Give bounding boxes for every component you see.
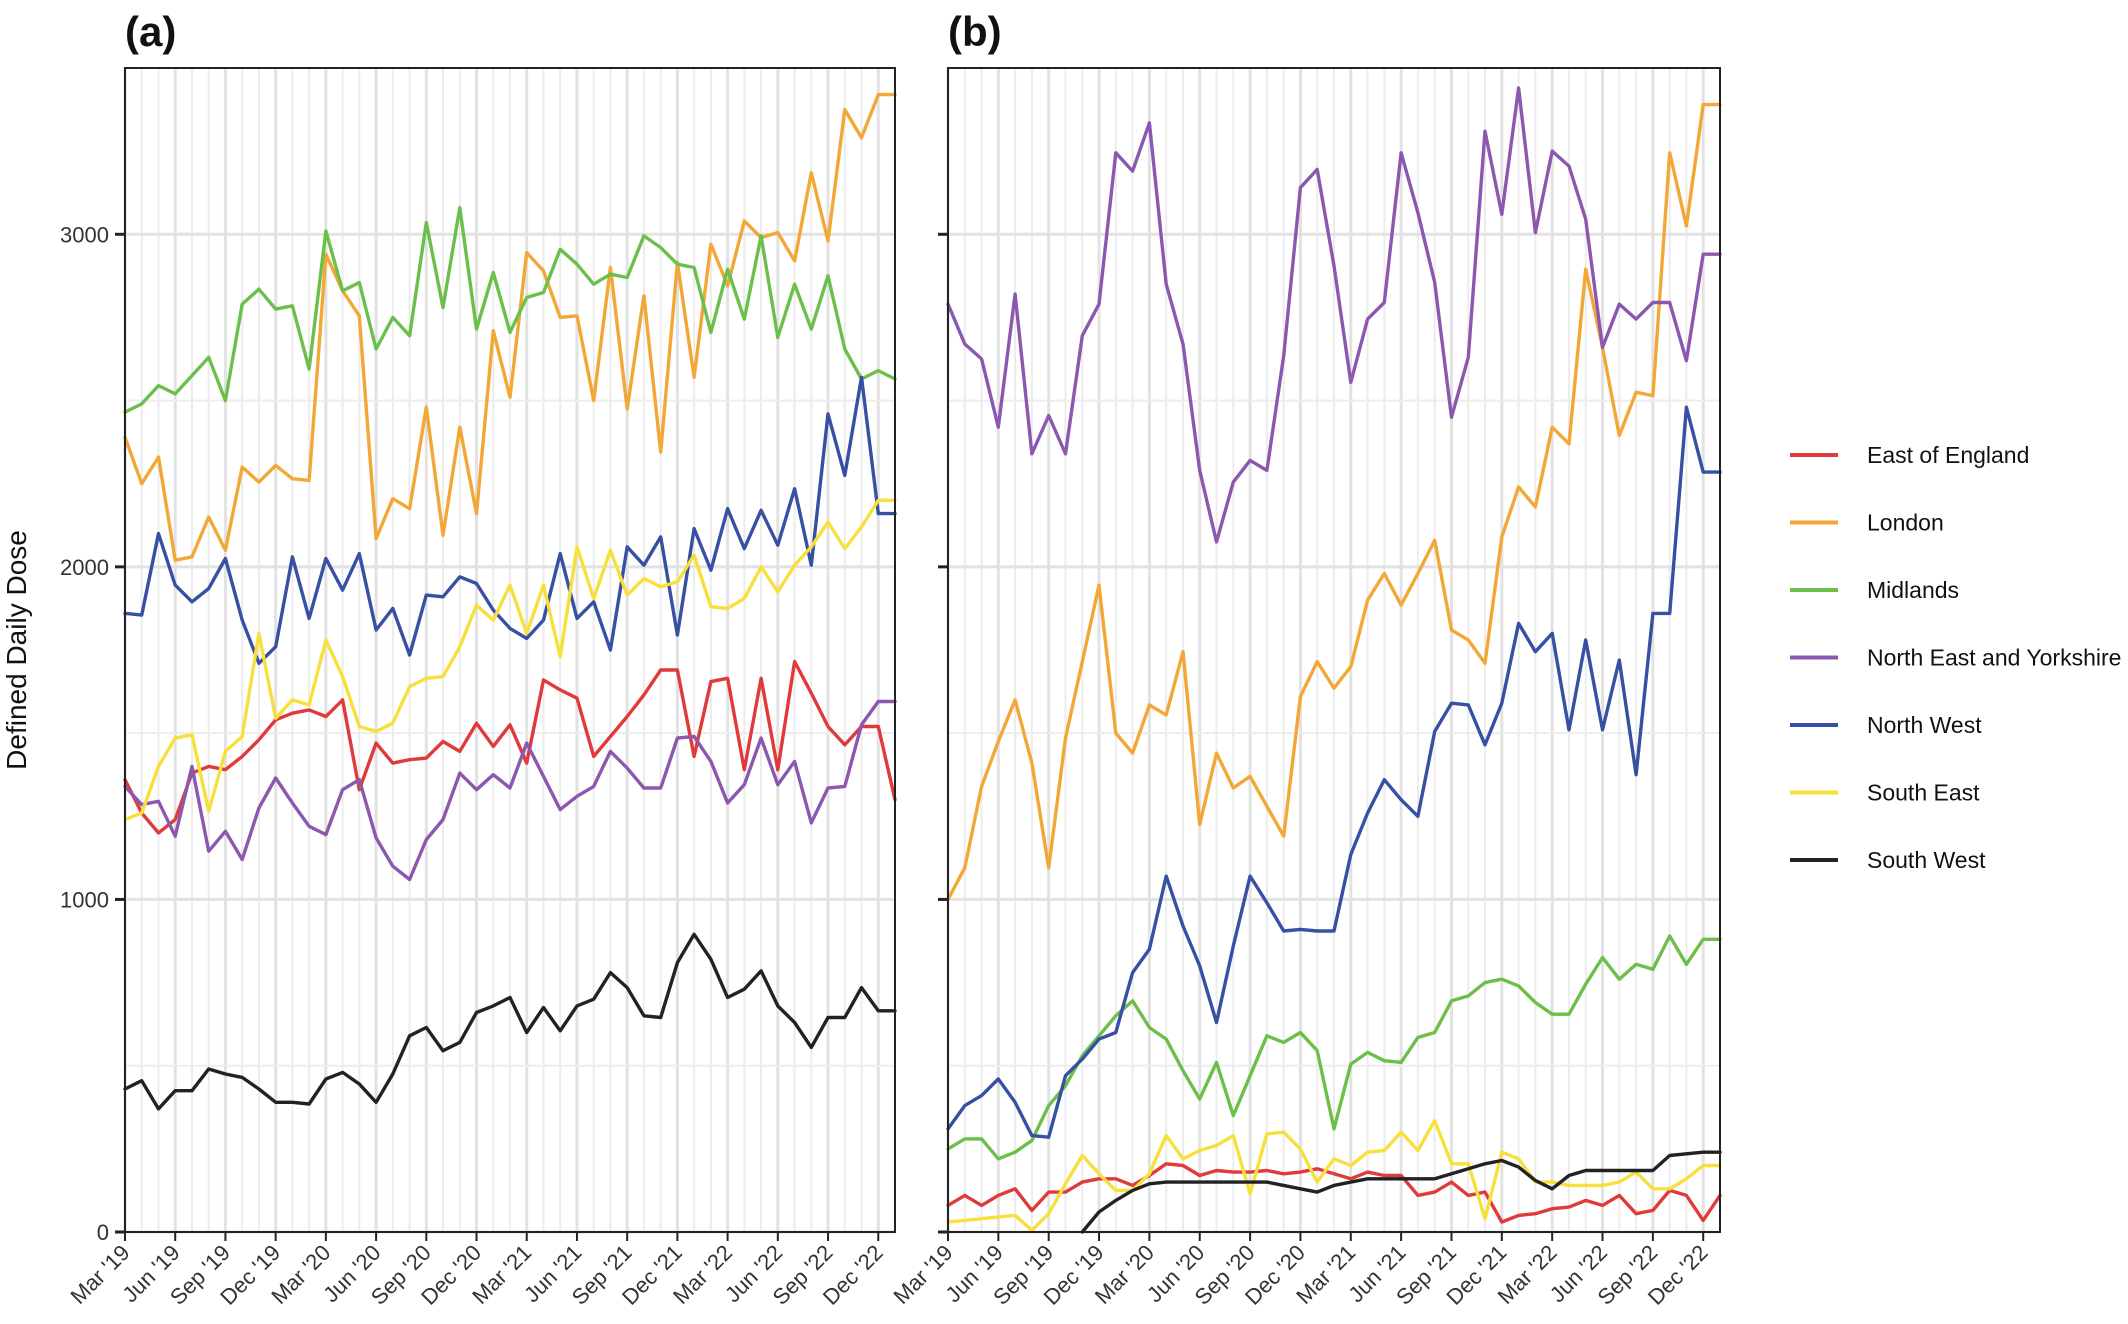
- panel-a-series-south-west: [123, 932, 897, 1111]
- panel-a-y-tick-label: 1000: [60, 887, 109, 912]
- panel-a-y-tick-label: 2000: [60, 555, 109, 580]
- panel-a-series-south-east: [123, 498, 897, 822]
- legend-label-north-east-and-yorkshire: North East and Yorkshire: [1867, 645, 2121, 671]
- panel-b-label: (b): [948, 8, 1002, 55]
- panel-b-series-south-east: [946, 1118, 1722, 1232]
- y-axis-title: Defined Daily Dose: [1, 530, 32, 770]
- panel-b-series-east-of-england: [946, 1162, 1722, 1224]
- panel-b-top-mask: [908, 0, 1760, 68]
- panel-b-border: [947, 67, 1721, 1233]
- legend-label-south-west: South West: [1867, 847, 1986, 873]
- panel-b-series-south-west: [1080, 1150, 1722, 1234]
- panel-a-border: [124, 67, 896, 1233]
- panel-a-x-tick-label: Mar '19: [65, 1240, 134, 1309]
- panel-a-y-tick-label: 0: [97, 1220, 109, 1245]
- panel-a-series-north-east-and-yorkshire: [123, 699, 897, 882]
- legend-label-midlands: Midlands: [1867, 577, 1959, 603]
- panel-a-y-tick-label: 3000: [60, 222, 109, 247]
- panel-a-series-london: [123, 92, 897, 562]
- panel-b-x-tick-label: Mar '19: [888, 1240, 957, 1309]
- legend-label-east-of-england: East of England: [1867, 442, 2029, 468]
- panel-a-series-east-of-england: [123, 659, 897, 835]
- panel-a-series-north-west: [123, 375, 897, 665]
- panel-a-series-midlands: [123, 206, 897, 414]
- legend-label-london: London: [1867, 510, 1944, 536]
- panel-b-series-north-east-and-yorkshire: [946, 86, 1722, 544]
- panel-b-series-london: [946, 102, 1722, 902]
- panel-b-series-north-west: [946, 405, 1722, 1139]
- legend-label-south-east: South East: [1867, 780, 1980, 806]
- legend-label-north-west: North West: [1867, 712, 1982, 738]
- panel-a-top-mask: [85, 0, 935, 68]
- panel-a-label: (a): [125, 8, 176, 55]
